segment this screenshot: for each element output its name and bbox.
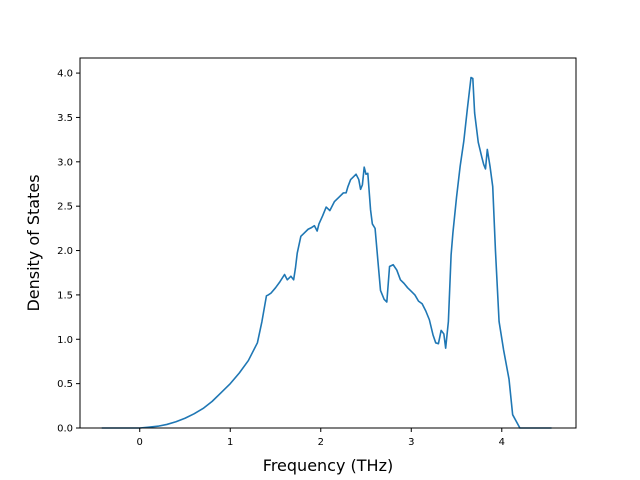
plot-area [101,76,552,429]
y-tick-label: 1.0 [57,335,73,346]
x-tick-label: 2 [318,437,324,448]
x-tick-label: 3 [408,437,414,448]
dos-series-line-0 [101,76,552,429]
x-tick-label: 0 [137,437,143,448]
axes-frame [79,57,577,429]
axis-ticks: 0 1 2 3 4 0.0 0.5 1.0 1.5 2.0 2.5 3.0 3.5 4.0 [57,69,505,448]
y-tick-label: 3.0 [57,157,73,168]
y-tick-label: 4.0 [57,69,73,80]
x-tick-label: 4 [499,437,505,448]
y-tick-label: 2.5 [57,202,73,213]
y-tick-label: 2.0 [57,246,73,257]
y-tick-label: 0.0 [57,424,73,435]
y-tick-label: 3.5 [57,113,73,124]
x-tick-label: 1 [227,437,233,448]
y-tick-label: 1.5 [57,290,73,301]
x-axis-label: Frequency (THz) [263,456,393,475]
y-tick-label: 0.5 [57,379,73,390]
y-axis-label: Density of States [24,174,43,311]
